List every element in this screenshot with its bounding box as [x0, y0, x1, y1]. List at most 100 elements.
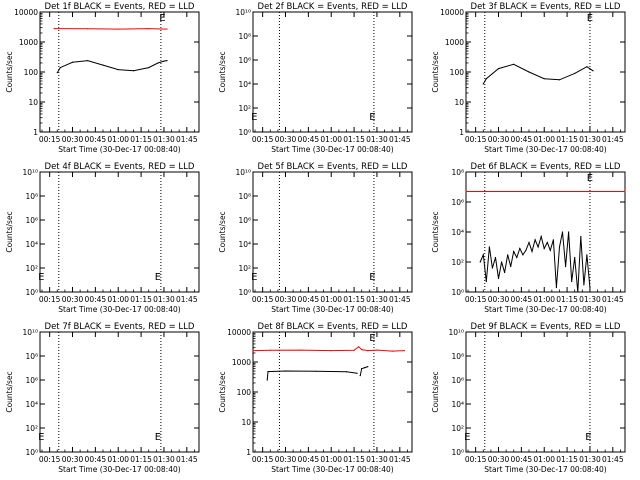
- y-tick-label: 1000: [232, 358, 251, 367]
- panel-3: Det 3f BLACK = Events, RED = LLD 1 10 100 10…: [431, 2, 626, 154]
- panel-title: Det 2f BLACK = Events, RED = LLD: [258, 2, 408, 12]
- y-tick-label: 10000: [14, 8, 38, 17]
- events-point: [571, 280, 573, 283]
- events-point: [507, 254, 509, 256]
- y-tick-label: 10²: [25, 424, 38, 433]
- panel-7: Det 7f BLACK = Events, RED = LLD 10⁰ 10² 10…: [5, 322, 200, 474]
- y-tick-label: 10⁸: [451, 352, 464, 361]
- panel-1: Det 1f BLACK = Events, RED = LLD 1 10 100 10…: [5, 2, 200, 154]
- events-point: [504, 271, 506, 274]
- lld-point: [358, 346, 360, 348]
- events-point: [540, 235, 542, 238]
- y-tick-label: 10¹⁰: [448, 328, 464, 337]
- x-tick-label: 00:30: [62, 455, 84, 464]
- x-tick-label: 01:30: [366, 295, 388, 304]
- events-point: [543, 78, 545, 80]
- x-axis-label: Start Time (30-Dec-17 00:08:40): [58, 465, 180, 474]
- annotation-label: E: [251, 272, 257, 283]
- events-point: [564, 265, 567, 268]
- y-tick-label: 10²: [451, 258, 464, 267]
- x-tick-label: 01:15: [343, 455, 365, 464]
- events-point: [56, 72, 58, 74]
- lld-point: [465, 190, 467, 193]
- events-point: [577, 291, 579, 293]
- x-tick-label: 00:45: [85, 295, 107, 304]
- x-tick-label: 01:00: [533, 455, 555, 464]
- events-point: [266, 379, 268, 381]
- lld-point: [376, 349, 378, 351]
- events-point: [87, 59, 89, 62]
- lld-point: [87, 28, 89, 30]
- events-point: [574, 72, 576, 74]
- annotation-label: E: [251, 112, 257, 123]
- lld-point: [361, 348, 363, 351]
- events-point: [513, 250, 515, 253]
- x-tick-label: 00:45: [511, 295, 533, 304]
- x-tick-label: 01:45: [389, 135, 411, 144]
- lld-point: [300, 349, 302, 351]
- x-tick-label: 01:45: [602, 455, 624, 464]
- events-point: [488, 246, 490, 248]
- panel-8: Det 8f BLACK = Events, RED = LLD 1 10 100 10…: [218, 322, 413, 474]
- events-point: [102, 64, 104, 66]
- x-tick-label: 01:45: [176, 295, 198, 304]
- annotation-label: E: [159, 13, 165, 24]
- events-point: [510, 265, 512, 268]
- x-tick-label: 01:30: [366, 135, 388, 144]
- x-tick-label: 01:15: [556, 295, 578, 304]
- events-point: [166, 59, 168, 62]
- y-axis-label: Counts/sec: [218, 51, 227, 92]
- y-axis-label: Counts/sec: [431, 211, 440, 252]
- events-point: [586, 66, 588, 68]
- events-series-line: [359, 366, 368, 376]
- y-tick-label: 10000: [440, 8, 464, 17]
- y-axis-label: Counts/sec: [218, 211, 227, 252]
- panel-title: Det 1f BLACK = Events, RED = LLD: [45, 2, 195, 12]
- events-point: [549, 249, 551, 251]
- y-tick-label: 10⁴: [238, 80, 251, 89]
- x-tick-label: 00:45: [298, 455, 320, 464]
- x-tick-label: 01:00: [107, 295, 129, 304]
- x-axis-label: Start Time (30-Dec-17 00:08:40): [271, 465, 393, 474]
- events-point: [315, 370, 317, 372]
- annotation-label: E: [587, 173, 593, 184]
- x-tick-label: 01:00: [107, 135, 129, 144]
- annotation-label: E: [369, 333, 375, 344]
- lld-point: [148, 27, 150, 30]
- x-tick-label: 00:15: [39, 135, 61, 144]
- x-axis-label: Start Time (30-Dec-17 00:08:40): [58, 145, 180, 154]
- y-tick-label: 10⁴: [238, 240, 251, 249]
- x-tick-label: 00:45: [85, 135, 107, 144]
- y-tick-label: 10⁶: [451, 198, 464, 207]
- plot-frame: [39, 171, 200, 293]
- x-tick-label: 00:15: [465, 135, 487, 144]
- events-point: [479, 261, 481, 263]
- plot-frame: [465, 331, 626, 453]
- y-tick-label: 10: [28, 98, 38, 107]
- x-tick-label: 01:15: [556, 455, 578, 464]
- y-tick-label: 10¹⁰: [22, 328, 38, 337]
- events-point: [555, 286, 558, 289]
- x-tick-label: 00:45: [511, 135, 533, 144]
- y-tick-label: 10⁴: [25, 400, 38, 409]
- events-point: [359, 375, 361, 377]
- y-tick-label: 10¹⁰: [235, 168, 251, 177]
- events-series-line: [56, 60, 168, 73]
- x-tick-label: 01:00: [533, 135, 555, 144]
- y-axis-label: Counts/sec: [431, 371, 440, 412]
- y-tick-label: 10⁰: [238, 128, 251, 137]
- lld-point: [269, 349, 271, 351]
- x-axis-label: Start Time (30-Dec-17 00:08:40): [58, 305, 180, 314]
- panel-title: Det 3f BLACK = Events, RED = LLD: [471, 2, 621, 12]
- y-tick-label: 10⁸: [25, 352, 38, 361]
- events-point: [580, 235, 582, 238]
- events-point: [485, 78, 487, 80]
- events-point: [513, 63, 515, 65]
- lld-point: [117, 28, 119, 30]
- lld-point: [403, 349, 405, 352]
- panel-title: Det 5f BLACK = Events, RED = LLD: [258, 162, 408, 172]
- annotation-label: E: [155, 272, 161, 283]
- events-point: [568, 231, 570, 233]
- y-tick-label: 10⁸: [238, 32, 251, 41]
- y-axis-label: Counts/sec: [5, 211, 14, 252]
